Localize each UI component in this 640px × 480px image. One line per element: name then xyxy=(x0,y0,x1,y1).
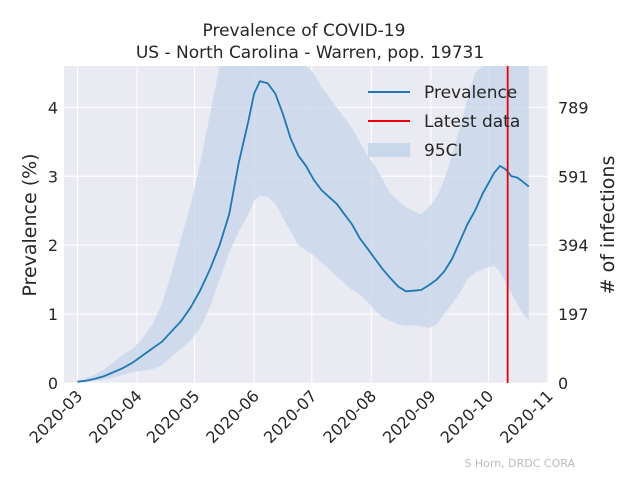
y-tick-label: 3 xyxy=(48,167,58,186)
y-tick-label: 4 xyxy=(48,98,58,117)
y2-tick-label: 789 xyxy=(558,98,589,117)
x-tick-label: 2020-05 xyxy=(143,386,204,447)
legend: Prevalence Latest data 95CI xyxy=(368,83,520,161)
x-tick-label: 2020-03 xyxy=(26,386,87,447)
legend-latest-label: Latest data xyxy=(424,112,520,132)
y2-tick-label: 591 xyxy=(558,167,589,186)
y-axis-label: Prevalence (%) xyxy=(19,153,41,296)
y-tick-label: 2 xyxy=(48,236,58,255)
y2-tick-label: 197 xyxy=(558,305,589,324)
plot-area: 0123401973945917892020-032020-042020-052… xyxy=(26,66,589,447)
x-tick-label: 2020-11 xyxy=(496,386,557,447)
x-tick-label: 2020-07 xyxy=(260,386,321,447)
legend-ci-label: 95CI xyxy=(424,141,463,161)
ci-band xyxy=(77,66,529,383)
legend-prevalence-label: Prevalence xyxy=(424,83,517,103)
x-tick-label: 2020-09 xyxy=(379,386,440,447)
y2-axis-label: # of infections xyxy=(597,156,619,295)
y2-tick-label: 0 xyxy=(558,374,568,393)
y2-tick-label: 394 xyxy=(558,236,589,255)
legend-ci-swatch xyxy=(368,143,410,157)
credit-text: S Horn, DRDC CORA xyxy=(464,457,575,470)
x-tick-label: 2020-06 xyxy=(202,386,263,447)
prevalence-line xyxy=(77,80,530,383)
y-tick-label: 0 xyxy=(48,374,58,393)
x-tick-label: 2020-08 xyxy=(319,386,380,447)
chart-title: Prevalence of COVID-19 xyxy=(203,21,406,41)
x-tick-label: 2020-10 xyxy=(437,386,498,447)
chart-subtitle: US - North Carolina - Warren, pop. 19731 xyxy=(136,43,484,63)
y-tick-label: 1 xyxy=(48,305,58,324)
x-tick-label: 2020-04 xyxy=(85,386,146,447)
